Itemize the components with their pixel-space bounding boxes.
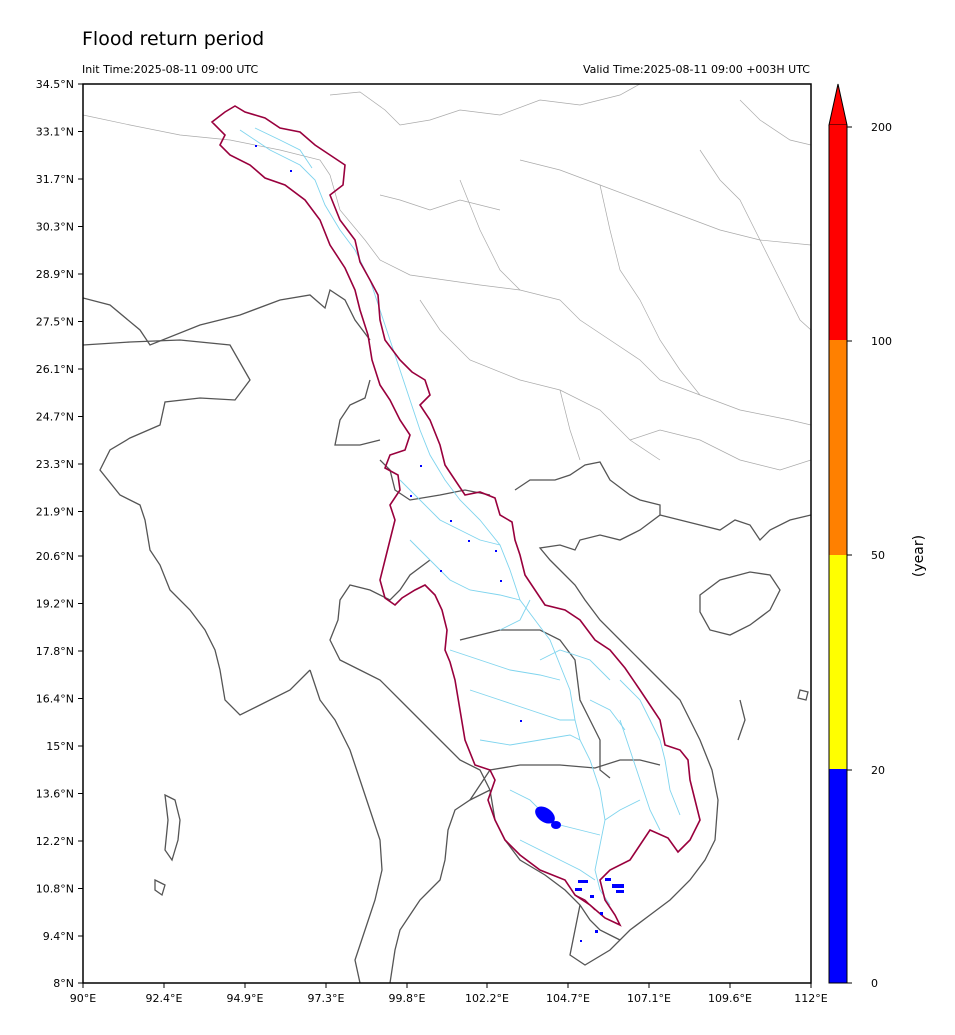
colorbar-label: (year) xyxy=(911,535,927,577)
lat-tick: 10.8°N xyxy=(36,883,74,896)
lon-tick: 90°E xyxy=(70,992,96,1005)
lat-tick: 21.9°N xyxy=(36,506,74,519)
lat-tick: 33.1°N xyxy=(36,126,74,139)
lat-tick: 19.2°N xyxy=(36,598,74,611)
lat-tick: 26.1°N xyxy=(36,363,74,376)
valid-time-label: Valid Time:2025-08-11 09:00 +003H UTC xyxy=(582,63,810,76)
lat-tick: 34.5°N xyxy=(36,78,74,91)
lat-tick: 13.6°N xyxy=(36,788,74,801)
colorbar: 200 100 50 20 0 (year) xyxy=(828,83,927,990)
colorbar-band-50-100 xyxy=(829,340,847,555)
lon-tick: 112°E xyxy=(794,992,827,1005)
lat-tick: 28.9°N xyxy=(36,268,74,281)
lon-tick: 97.3°E xyxy=(308,992,345,1005)
colorbar-band-100-200 xyxy=(829,125,847,340)
river-network xyxy=(239,127,681,906)
lon-tick: 107.1°E xyxy=(627,992,671,1005)
colorbar-tick: 50 xyxy=(871,549,885,562)
lon-tick: 92.4°E xyxy=(146,992,183,1005)
colorbar-tick: 20 xyxy=(871,764,885,777)
lat-tick: 17.8°N xyxy=(36,645,74,658)
lat-tick: 20.6°N xyxy=(36,550,74,563)
latitude-ticks: 34.5°N 33.1°N 31.7°N 30.3°N 28.9°N 27.5°… xyxy=(36,78,74,990)
colorbar-band-0-20 xyxy=(829,769,847,983)
lat-tick: 15°N xyxy=(46,740,74,753)
lon-tick: 94.9°E xyxy=(227,992,264,1005)
longitude-ticks: 90°E 92.4°E 94.9°E 97.3°E 99.8°E 102.2°E… xyxy=(70,992,828,1005)
lon-tick: 104.7°E xyxy=(546,992,590,1005)
flood-basin-outline-delta xyxy=(574,894,596,911)
colorbar-tick: 0 xyxy=(871,977,878,990)
map-area xyxy=(83,84,811,983)
lat-tick: 24.7°N xyxy=(36,411,74,424)
lat-tick: 12.2°N xyxy=(36,835,74,848)
lat-tick: 31.7°N xyxy=(36,173,74,186)
colorbar-extend-arrow xyxy=(828,83,848,126)
lon-tick: 102.2°E xyxy=(465,992,509,1005)
map-frame xyxy=(82,83,812,984)
lat-tick: 23.3°N xyxy=(36,458,74,471)
colorbar-band-20-50 xyxy=(829,555,847,769)
lon-tick: 109.6°E xyxy=(708,992,752,1005)
colorbar-tick: 100 xyxy=(871,335,892,348)
mekong-basin-outline xyxy=(210,105,701,927)
colorbar-tick: 200 xyxy=(871,121,892,134)
flood-return-period-pixels xyxy=(255,145,624,942)
lat-tick: 16.4°N xyxy=(36,693,74,706)
map-title: Flood return period xyxy=(82,28,265,50)
lat-tick: 30.3°N xyxy=(36,221,74,234)
lat-tick: 9.4°N xyxy=(43,930,74,943)
lat-tick: 8°N xyxy=(53,977,74,990)
country-coastlines xyxy=(83,288,811,983)
province-boundaries xyxy=(83,84,811,471)
lat-tick: 27.5°N xyxy=(36,316,74,329)
lon-tick: 99.8°E xyxy=(389,992,426,1005)
init-time-label: Init Time:2025-08-11 09:00 UTC xyxy=(82,63,259,76)
